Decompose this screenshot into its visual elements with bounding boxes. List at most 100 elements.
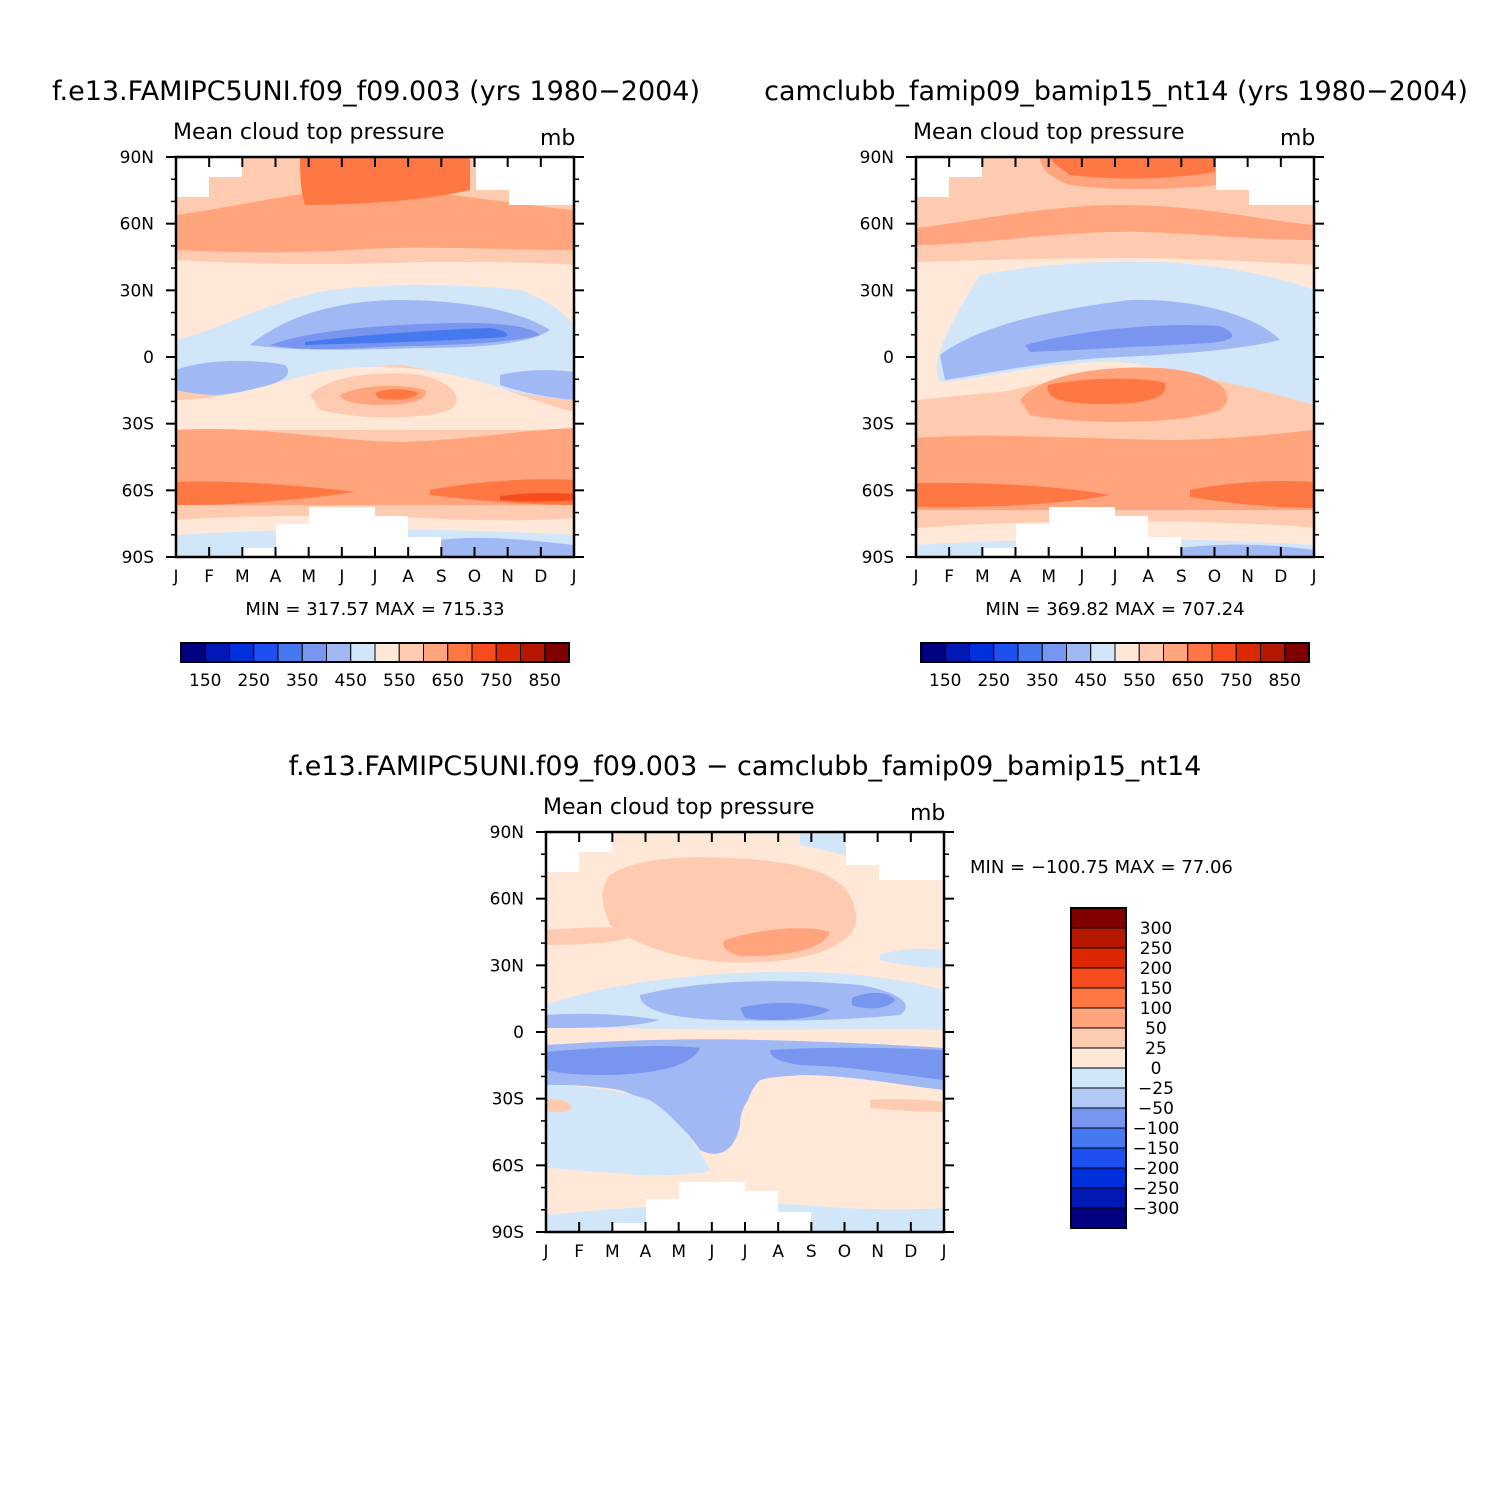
x-tick-label: O xyxy=(838,1242,851,1262)
colorbar-swatch xyxy=(944,642,970,663)
contour-band xyxy=(770,1047,944,1080)
x-tick-label: M xyxy=(671,1242,686,1262)
colorbar-swatch xyxy=(204,642,230,663)
colorbar-swatch xyxy=(326,642,352,663)
contour-band xyxy=(546,927,640,945)
contour-band xyxy=(870,1099,944,1112)
contour-band xyxy=(500,370,574,400)
y-tick-label: 90N xyxy=(490,823,524,843)
x-tick-label: J xyxy=(1310,567,1316,587)
x-tick-label: J xyxy=(371,567,377,587)
x-tick-label: A xyxy=(402,567,414,587)
x-tick-label: A xyxy=(772,1242,784,1262)
x-tick-label: A xyxy=(640,1242,652,1262)
y-tick-label: 90S xyxy=(862,548,894,568)
panel-right-colorbar: 150 250 350 450 550 650 750 850 xyxy=(920,642,1310,691)
colorbar-swatch xyxy=(1070,1107,1127,1129)
colorbar-swatch xyxy=(471,642,497,663)
colorbar-label: 850 xyxy=(1269,671,1301,691)
y-tick-label: 30S xyxy=(122,415,154,435)
y-tick-label: 30N xyxy=(120,281,154,301)
x-tick-label: D xyxy=(1274,567,1287,587)
contour-band xyxy=(740,1002,830,1020)
missing-data xyxy=(916,157,982,197)
panel-right-subtitle: Mean cloud top pressure xyxy=(913,120,1185,145)
y-tick-label: 60S xyxy=(862,481,894,501)
y-tick-label: 0 xyxy=(513,1023,524,1043)
x-tick-label: J xyxy=(912,567,918,587)
panel-diff-colorbar: 30025020015010050250−25−50−100−150−200−2… xyxy=(1070,907,1180,1229)
colorbar-label: 450 xyxy=(335,671,367,691)
colorbar-swatch xyxy=(423,642,449,663)
panel-right: camclubb_famip09_bamip15_nt14 (yrs 1980−… xyxy=(764,76,1468,691)
colorbar-label: −300 xyxy=(1133,1199,1180,1219)
colorbar-swatch xyxy=(1163,642,1189,663)
colorbar-swatch xyxy=(1070,1207,1127,1229)
contour-band xyxy=(546,1013,660,1028)
colorbar-label: 150 xyxy=(189,671,221,691)
panel-left-field xyxy=(176,157,574,557)
panel-left-title: f.e13.FAMIPC5UNI.f09_f09.003 (yrs 1980−2… xyxy=(52,76,700,107)
colorbar-label: 50 xyxy=(1145,1019,1167,1039)
x-tick-label: D xyxy=(534,567,547,587)
colorbar-label: 150 xyxy=(1140,979,1172,999)
colorbar-label: 25 xyxy=(1145,1039,1167,1059)
colorbar-swatch xyxy=(301,642,327,663)
y-tick-label: 60S xyxy=(122,481,154,501)
x-tick-label: M xyxy=(605,1242,620,1262)
colorbar-label: 650 xyxy=(1172,671,1204,691)
y-tick-label: 0 xyxy=(143,348,154,368)
colorbar-swatch xyxy=(1066,642,1092,663)
colorbar-swatch xyxy=(1017,642,1043,663)
colorbar-swatch xyxy=(1235,642,1261,663)
colorbar-swatch xyxy=(920,642,946,663)
colorbar-swatch xyxy=(1070,967,1127,989)
panel-right-field xyxy=(916,157,1314,557)
colorbar-swatch xyxy=(374,642,400,663)
y-tick-label: 30S xyxy=(492,1090,524,1110)
contour-band xyxy=(1190,480,1314,508)
colorbar-swatch xyxy=(969,642,995,663)
panel-right-minmax: MIN = 369.82 MAX = 707.24 xyxy=(985,599,1244,620)
colorbar-swatch xyxy=(993,642,1019,663)
colorbar-swatch xyxy=(1070,1047,1127,1069)
colorbar-swatch xyxy=(1041,642,1067,663)
x-tick-label: J xyxy=(570,567,576,587)
colorbar-swatch xyxy=(544,642,570,663)
missing-data xyxy=(546,832,612,872)
colorbar-label: 550 xyxy=(383,671,415,691)
panel-right-title: camclubb_famip09_bamip15_nt14 (yrs 1980−… xyxy=(764,76,1468,107)
contour-band xyxy=(176,360,289,395)
colorbar-swatch xyxy=(398,642,424,663)
y-tick-label: 0 xyxy=(883,348,894,368)
y-tick-label: 90S xyxy=(492,1223,524,1243)
colorbar-label: 300 xyxy=(1140,919,1172,939)
x-tick-label: J xyxy=(542,1242,548,1262)
colorbar-swatch xyxy=(253,642,279,663)
panel-left-colorbar: 150 250 350 450 550 650 750 850 xyxy=(180,642,570,691)
x-tick-label: J xyxy=(1111,567,1117,587)
colorbar-label: 250 xyxy=(238,671,270,691)
missing-data xyxy=(612,1182,811,1232)
colorbar-swatch xyxy=(350,642,376,663)
y-tick-label: 60N xyxy=(120,215,154,235)
colorbar-swatch xyxy=(1284,642,1310,663)
y-tick-label: 60N xyxy=(860,215,894,235)
x-tick-label: F xyxy=(944,567,954,587)
colorbar-swatch xyxy=(1070,1187,1127,1209)
colorbar-label: −100 xyxy=(1133,1119,1180,1139)
x-tick-label: M xyxy=(301,567,316,587)
x-tick-label: S xyxy=(1176,567,1187,587)
y-tick-label: 90N xyxy=(860,148,894,168)
colorbar-swatch xyxy=(1070,1147,1127,1169)
contour-band xyxy=(546,1099,571,1113)
colorbar-swatch xyxy=(1070,1067,1127,1089)
colorbar-label: 150 xyxy=(929,671,961,691)
contour-band xyxy=(916,482,1110,508)
colorbar-label: 250 xyxy=(1140,939,1172,959)
colorbar-frame xyxy=(180,642,570,663)
x-tick-label: A xyxy=(270,567,282,587)
contour-band xyxy=(1047,378,1166,405)
x-tick-label: A xyxy=(1010,567,1022,587)
